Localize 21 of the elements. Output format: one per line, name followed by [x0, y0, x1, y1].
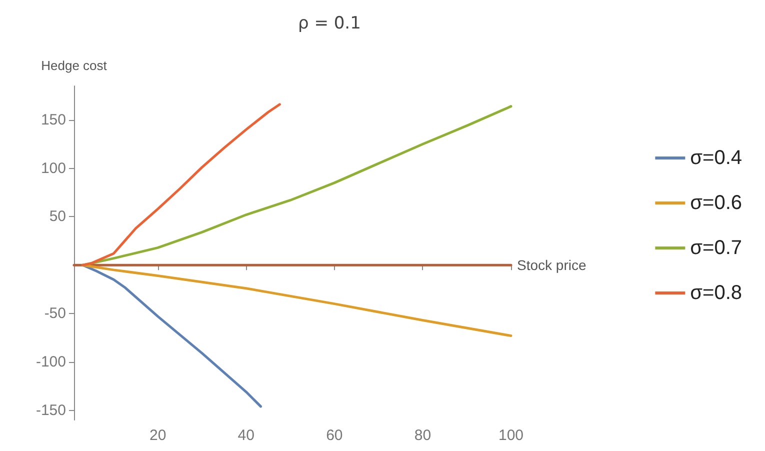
y-tick-label: 150: [40, 111, 66, 128]
y-tick-label: -100: [36, 353, 66, 370]
y-tick-label: -150: [36, 402, 66, 419]
legend-label: σ=0.8: [690, 282, 742, 304]
line-series: [82, 103, 281, 266]
x-tick-label: 20: [150, 427, 166, 444]
x-tick-label: 80: [414, 427, 432, 444]
y-tick-label: -50: [44, 305, 66, 322]
x-tick-label: 60: [326, 427, 343, 444]
y-tick-label: 100: [40, 160, 66, 177]
line-series: [82, 264, 512, 338]
x-tick-label: 40: [238, 427, 254, 444]
x-axis-title: Stock price: [517, 257, 586, 274]
legend-label: σ=0.4: [690, 147, 742, 169]
y-tick-label: 50: [49, 208, 66, 226]
chart-title: ρ = 0.1: [298, 14, 361, 34]
x-tick-label: 100: [498, 427, 524, 444]
y-axis-title: Hedge cost: [41, 58, 108, 73]
line-series: [82, 264, 262, 408]
legend-label: σ=0.7: [690, 237, 742, 259]
legend-label: σ=0.6: [690, 192, 742, 214]
